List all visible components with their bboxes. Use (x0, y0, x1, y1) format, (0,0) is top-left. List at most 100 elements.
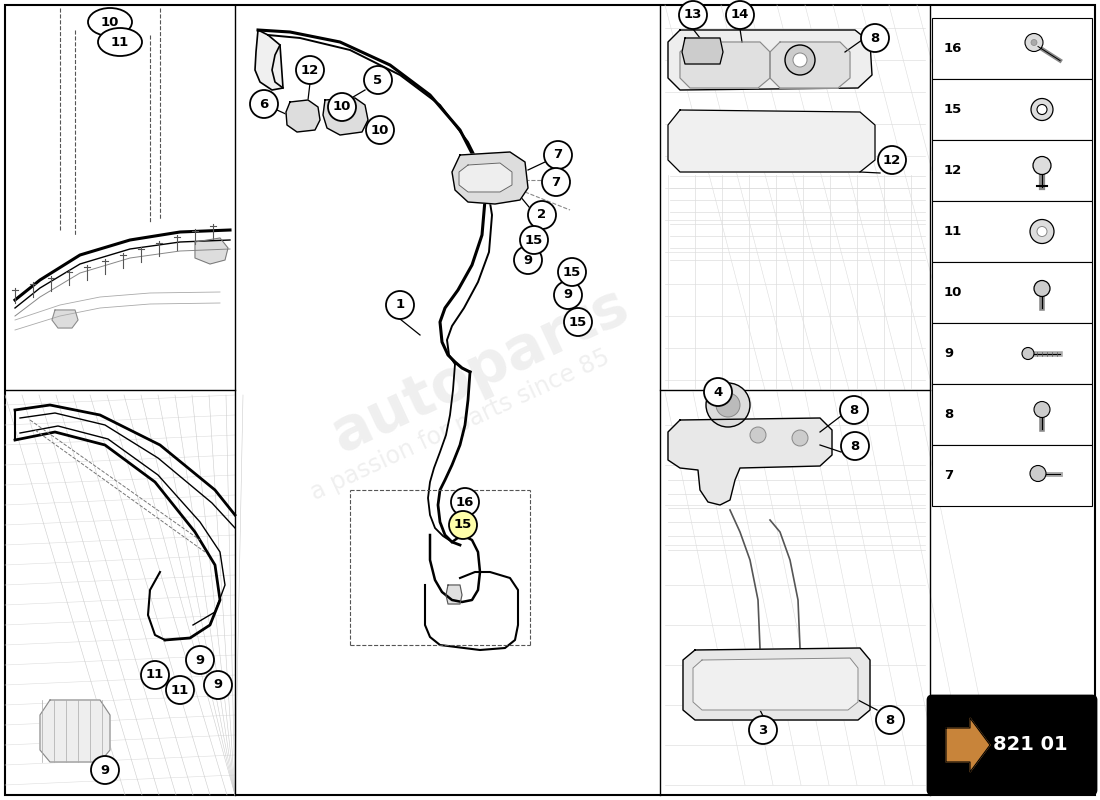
Circle shape (186, 646, 214, 674)
Polygon shape (52, 310, 78, 328)
Circle shape (785, 45, 815, 75)
Circle shape (554, 281, 582, 309)
Text: 821 01: 821 01 (992, 735, 1067, 754)
Circle shape (141, 661, 169, 689)
Text: 11: 11 (111, 35, 129, 49)
Circle shape (750, 427, 766, 443)
Bar (932, 323, 1092, 384)
Circle shape (1030, 219, 1054, 243)
Text: 8: 8 (849, 403, 859, 417)
Text: 9: 9 (563, 289, 573, 302)
Bar (932, 140, 1092, 201)
Circle shape (451, 488, 478, 516)
Polygon shape (446, 585, 462, 604)
Polygon shape (680, 42, 770, 88)
Text: 10: 10 (944, 286, 962, 299)
Text: 14: 14 (730, 9, 749, 22)
Polygon shape (683, 648, 870, 720)
Circle shape (386, 291, 414, 319)
Circle shape (792, 430, 808, 446)
Text: 5: 5 (373, 74, 383, 86)
Circle shape (558, 258, 586, 286)
Text: 15: 15 (944, 103, 962, 116)
Circle shape (716, 393, 740, 417)
Polygon shape (459, 163, 512, 192)
Text: 8: 8 (886, 714, 894, 726)
Text: autoparts: autoparts (322, 276, 638, 464)
Circle shape (1025, 34, 1043, 51)
Text: 9: 9 (196, 654, 205, 666)
Circle shape (1034, 402, 1050, 418)
Circle shape (250, 90, 278, 118)
Circle shape (1037, 105, 1047, 114)
Circle shape (706, 383, 750, 427)
Circle shape (514, 246, 542, 274)
Circle shape (296, 56, 324, 84)
Bar (932, 79, 1092, 140)
FancyBboxPatch shape (928, 696, 1096, 794)
Polygon shape (286, 100, 320, 132)
Circle shape (749, 716, 777, 744)
Text: 7: 7 (551, 175, 561, 189)
Text: 6: 6 (260, 98, 268, 110)
Polygon shape (255, 30, 283, 90)
Text: 11: 11 (944, 225, 962, 238)
Polygon shape (770, 42, 850, 88)
Text: 12: 12 (944, 164, 962, 177)
Circle shape (840, 396, 868, 424)
Circle shape (1033, 157, 1050, 174)
Text: 10: 10 (371, 123, 389, 137)
Bar (932, 384, 1092, 445)
Circle shape (328, 93, 356, 121)
Text: a passion for parts since 85: a passion for parts since 85 (307, 345, 614, 505)
Circle shape (520, 226, 548, 254)
Circle shape (1031, 98, 1053, 121)
Circle shape (842, 432, 869, 460)
Circle shape (564, 308, 592, 336)
Text: 1: 1 (395, 298, 405, 311)
Circle shape (1037, 226, 1047, 237)
Circle shape (204, 671, 232, 699)
Text: 15: 15 (525, 234, 543, 246)
Text: 7: 7 (944, 469, 953, 482)
Circle shape (1022, 347, 1034, 359)
Text: 15: 15 (454, 518, 472, 531)
Circle shape (704, 378, 732, 406)
Text: 10: 10 (101, 15, 119, 29)
Circle shape (542, 168, 570, 196)
Ellipse shape (88, 8, 132, 36)
Text: 8: 8 (944, 408, 954, 421)
Text: 13: 13 (684, 9, 702, 22)
Text: 4: 4 (714, 386, 723, 398)
Polygon shape (323, 98, 368, 135)
Text: 8: 8 (850, 439, 859, 453)
Polygon shape (668, 30, 872, 90)
Text: 7: 7 (553, 149, 562, 162)
Text: 12: 12 (301, 63, 319, 77)
Text: 16: 16 (455, 495, 474, 509)
Bar (932, 201, 1092, 262)
Bar (932, 262, 1092, 323)
Circle shape (366, 116, 394, 144)
Text: 11: 11 (146, 669, 164, 682)
Circle shape (876, 706, 904, 734)
Text: 9: 9 (524, 254, 532, 266)
Circle shape (1030, 466, 1046, 482)
Text: 9: 9 (944, 347, 953, 360)
Circle shape (544, 141, 572, 169)
Text: 11: 11 (170, 683, 189, 697)
Ellipse shape (98, 28, 142, 56)
Text: 3: 3 (758, 723, 768, 737)
Circle shape (726, 1, 754, 29)
Circle shape (449, 511, 477, 539)
Circle shape (528, 201, 556, 229)
Polygon shape (40, 700, 110, 762)
Circle shape (91, 756, 119, 784)
Polygon shape (668, 110, 874, 172)
Text: 8: 8 (870, 31, 880, 45)
Text: 15: 15 (569, 315, 587, 329)
Text: 16: 16 (944, 42, 962, 55)
Polygon shape (195, 238, 228, 264)
Circle shape (793, 53, 807, 67)
Circle shape (679, 1, 707, 29)
